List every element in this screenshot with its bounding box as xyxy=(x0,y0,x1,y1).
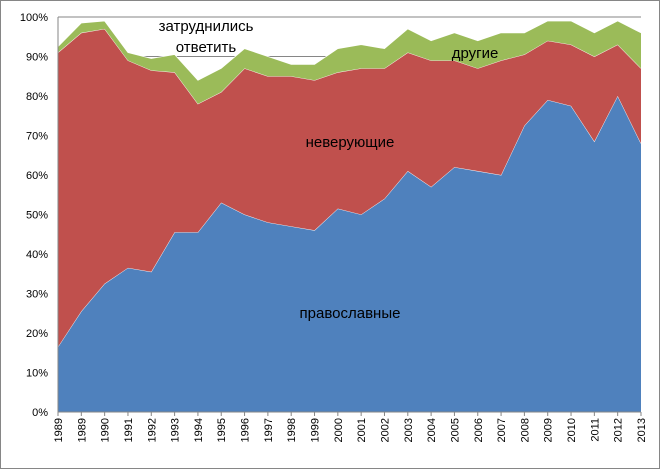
x-tick-label: 2001 xyxy=(356,418,368,442)
y-tick-labels: 0% 10% 20% 30% 40% 50% 60% 70% 80% 90% 100% xyxy=(20,12,48,419)
x-tick-label: 1995 xyxy=(216,418,228,442)
x-tick-label: 1993 xyxy=(170,418,182,442)
x-tick-label: 1999 xyxy=(310,418,322,442)
area-series-2 xyxy=(58,20,641,104)
label-other: другие xyxy=(452,45,499,62)
x-tick-label: 2002 xyxy=(379,418,391,442)
y-tick-label: 60% xyxy=(26,170,48,182)
area-edge-2 xyxy=(57,20,642,81)
y-tick-label: 20% xyxy=(26,328,48,340)
x-tick-label: 2009 xyxy=(543,418,555,442)
x-tick-label: 2004 xyxy=(426,418,438,442)
y-tick-label: 100% xyxy=(20,12,48,24)
x-tick-label: 2003 xyxy=(403,418,415,442)
label-nonbelievers: неверующие xyxy=(306,134,395,151)
x-tick-label: 2006 xyxy=(473,418,485,442)
x-tick-label: 1991 xyxy=(123,418,135,442)
area-series-0 xyxy=(58,96,641,412)
label-orthodox: православные xyxy=(300,305,401,322)
y-tick-label: 80% xyxy=(26,91,48,103)
x-tick-label: 2010 xyxy=(566,418,578,442)
x-tick-label: 2000 xyxy=(333,418,345,442)
area-series-1 xyxy=(58,28,641,347)
x-tick-label: 2005 xyxy=(449,418,461,442)
y-tick-label: 50% xyxy=(26,210,48,222)
label-undecided-line2: ответить xyxy=(176,39,237,56)
y-tick-label: 0% xyxy=(32,407,48,419)
axes xyxy=(57,17,641,413)
x-tick-label: 1996 xyxy=(240,418,252,442)
x-tick-label: 2008 xyxy=(519,418,531,442)
y-tick-label: 90% xyxy=(26,52,48,64)
x-tick-label: 1997 xyxy=(263,418,275,442)
y-tick-label: 30% xyxy=(26,289,48,301)
y-tick-label: 40% xyxy=(26,249,48,261)
x-tick-labels: 1989 1989 1990 1991 1992 1993 1994 1995 1996 1997… xyxy=(53,412,648,442)
x-tick-label: 2007 xyxy=(496,418,508,442)
x-tick-label: 2012 xyxy=(613,418,625,442)
x-tick-label: 2013 xyxy=(636,418,648,442)
x-tick-label: 1989 xyxy=(76,418,88,442)
x-tick-label: 1992 xyxy=(146,418,158,442)
y-tick-label: 10% xyxy=(26,368,48,380)
x-tick-label: 2011 xyxy=(589,418,601,442)
area-series xyxy=(57,20,642,412)
x-tick-label: 1994 xyxy=(193,418,205,442)
x-tick-label: 1989 xyxy=(53,418,65,442)
x-tick-label: 1990 xyxy=(100,418,112,442)
label-undecided-line1: затруднились xyxy=(159,18,254,35)
y-tick-label: 70% xyxy=(26,131,48,143)
x-tick-label: 1998 xyxy=(286,418,298,442)
